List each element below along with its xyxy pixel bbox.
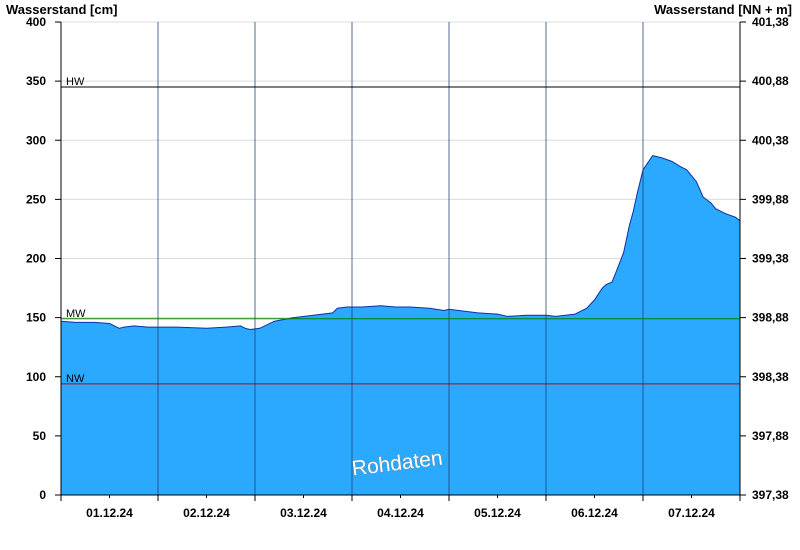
left-axis-title: Wasserstand [cm]	[6, 2, 118, 17]
left-tick-label-350: 350	[26, 74, 46, 88]
right-tick-label-7: 400,88	[752, 74, 789, 88]
x-tick-label-5: 06.12.24	[571, 506, 618, 520]
x-axis: 01.12.24 02.12.24 03.12.24 04.12.24 05.12.24…	[60, 495, 741, 520]
right-tick-label-1: 397,88	[752, 429, 789, 443]
right-axis-title: Wasserstand [NN + m]	[654, 2, 792, 17]
reference-label-mw: MW	[66, 308, 86, 320]
reference-label-hw: HW	[66, 76, 85, 88]
left-tick-label-200: 200	[26, 252, 46, 266]
right-tick-label-2: 398,38	[752, 370, 789, 384]
left-tick-label-150: 150	[26, 311, 46, 325]
water-level-line	[60, 155, 741, 331]
left-tick-label-300: 300	[26, 133, 46, 147]
x-tick-label-1: 02.12.24	[183, 506, 230, 520]
right-tick-label-4: 399,38	[752, 252, 789, 266]
x-tick-label-0: 01.12.24	[86, 506, 133, 520]
left-tick-label-50: 50	[33, 429, 47, 443]
day-separator-lines	[157, 22, 644, 495]
x-tick-label-6: 07.12.24	[668, 506, 715, 520]
x-tick-label-2: 03.12.24	[280, 506, 327, 520]
right-tick-label-8: 401,38	[752, 15, 789, 29]
right-tick-label-3: 398,88	[752, 311, 789, 325]
left-tick-label-100: 100	[26, 370, 46, 384]
right-y-axis: 397,38 397,88 398,38 398,88 399,38 399,88 400,…	[740, 15, 789, 502]
left-tick-label-400: 400	[26, 15, 46, 29]
reference-label-nw: NW	[66, 373, 85, 385]
right-tick-label-5: 399,88	[752, 192, 789, 206]
right-tick-label-6: 400,38	[752, 133, 789, 147]
data-area	[60, 155, 741, 495]
reference-lines: HW MW NW	[61, 76, 740, 385]
left-tick-label-250: 250	[26, 192, 46, 206]
left-tick-label-0: 0	[39, 488, 46, 502]
water-level-area	[61, 155, 740, 495]
x-tick-label-3: 04.12.24	[377, 506, 424, 520]
right-tick-label-0: 397,38	[752, 488, 789, 502]
left-y-axis: 0 50 100 150 200 250 300 350 400	[26, 15, 61, 502]
x-tick-label-4: 05.12.24	[474, 506, 521, 520]
